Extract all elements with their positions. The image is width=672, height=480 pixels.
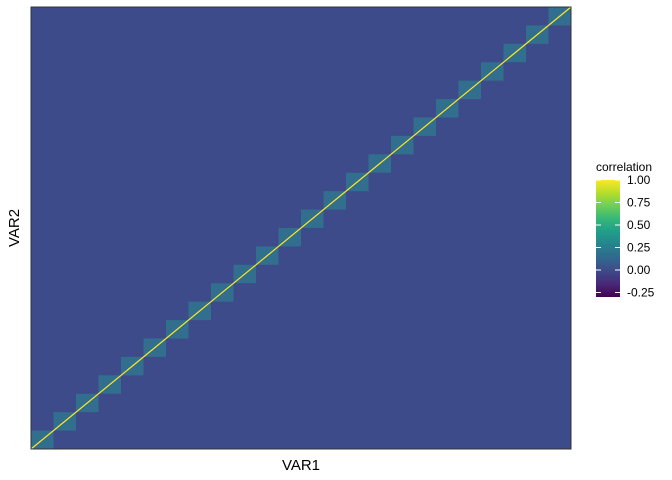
legend-colorbar [596, 180, 620, 297]
legend: correlation 1.00 0.75 0.50 0.25 0.00 -0.25 [596, 160, 655, 300]
diagonal-line [30, 6, 572, 450]
x-axis-title: VAR1 [282, 457, 320, 474]
legend-ticks: 1.00 0.75 0.50 0.25 0.00 -0.25 [596, 173, 655, 300]
legend-tick-label: 0.25 [627, 241, 651, 255]
legend-tick-label: 0.50 [627, 218, 651, 232]
y-axis-title: VAR2 [6, 209, 23, 247]
legend-tick-label: 0.75 [627, 196, 651, 210]
legend-tick-label: -0.25 [627, 286, 655, 300]
legend-tick-label: 1.00 [627, 173, 651, 187]
legend-tick-label: 0.00 [627, 263, 651, 277]
heatmap-panel [30, 6, 572, 450]
panel-border [30, 6, 572, 450]
legend-title: correlation [596, 160, 652, 174]
